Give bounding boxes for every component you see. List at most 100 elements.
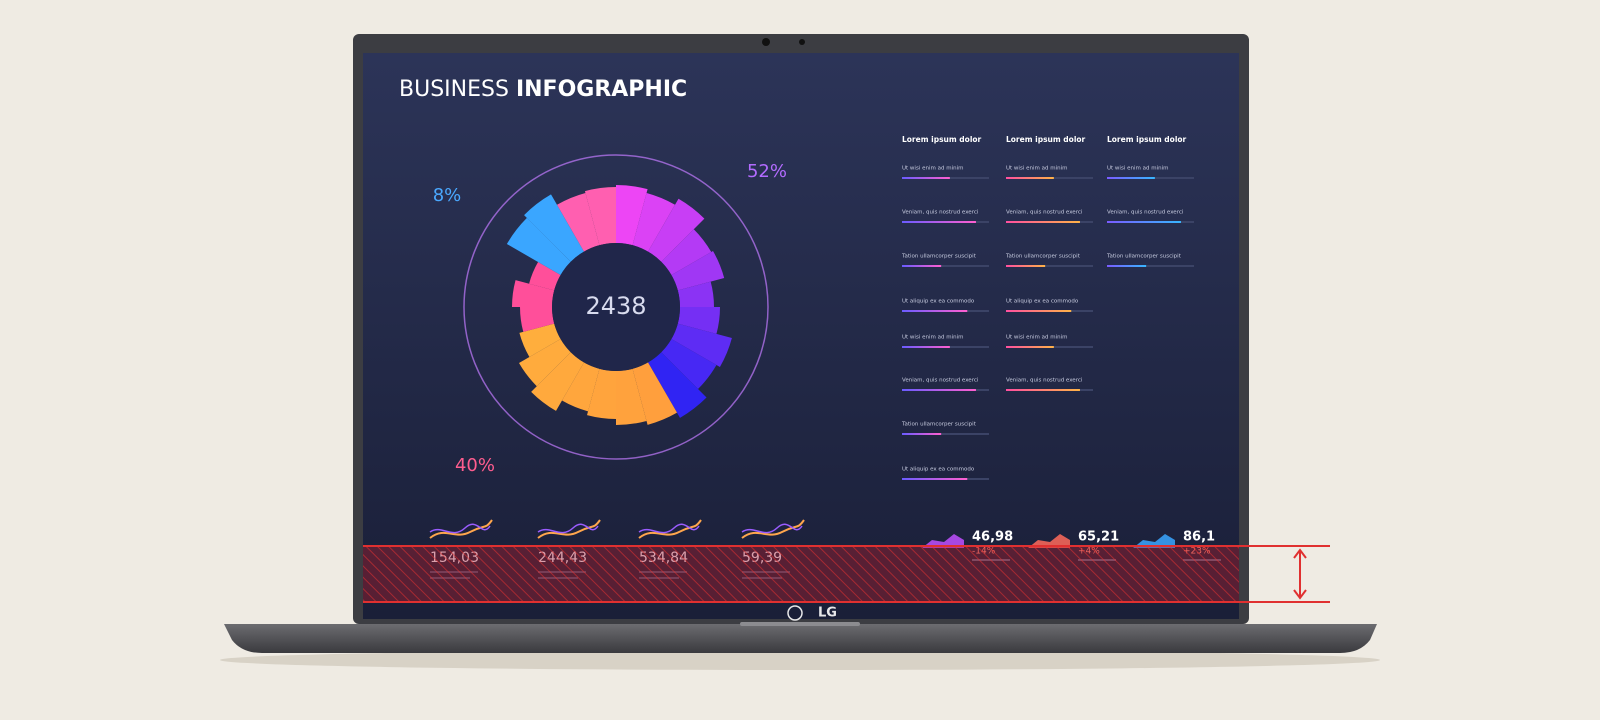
title-bold: INFOGRAPHIC [516,77,687,102]
progress-track [902,265,989,267]
sparkline [429,523,491,534]
list-item: Ut aliquip ex ea commodo [1006,299,1079,305]
sensor [799,39,805,45]
list-item: Ut wisi enim ad minim [902,166,963,172]
donut-wedge [661,229,712,275]
donut-wedge [632,362,677,425]
list-item: Ut wisi enim ad minim [902,335,963,341]
list-item: Ut wisi enim ad minim [1006,166,1067,172]
list-item: Ut aliquip ex ea commodo [902,467,975,473]
donut-wedge [616,368,647,425]
list-item: Tation ullamcorper suscipit [901,422,977,428]
list-item: Ut wisi enim ad minim [1107,166,1168,172]
list-item: Ut wisi enim ad minim [1006,335,1067,341]
list-item: Tation ullamcorper suscipit [1005,254,1081,260]
title: BUSINESS INFOGRAPHIC [399,77,687,102]
brand-logo: LG [818,606,837,621]
donut-wedge [648,198,705,262]
donut-wedge [648,352,707,418]
donut-wedge [671,251,725,291]
donut [506,185,732,425]
donut-wedge [519,339,571,387]
donut-label: 52% [747,161,787,182]
donut-wedge [587,368,616,419]
progress-fill [902,177,950,179]
column-heading: Lorem ipsum dolor [902,135,982,144]
donut-wedge [519,323,561,357]
shadow [220,650,1380,670]
progress-fill [902,221,976,223]
progress-fill [1006,177,1054,179]
progress-fill [902,310,968,312]
progress-fill [1006,346,1054,348]
progress-fill [902,389,976,391]
sparkline [429,519,493,539]
donut-wedge [616,185,648,246]
progress-fill [902,478,968,480]
column-heading: Lorem ipsum dolor [1107,135,1187,144]
list-item: Veniam, quis nostrud exerci [902,210,979,216]
progress-fill [902,346,950,348]
sparkline [638,523,700,534]
title-light: BUSINESS [399,77,509,102]
list-item: Veniam, quis nostrud exerci [1107,210,1184,216]
donut-wedge [584,187,616,246]
sparkline [537,519,601,539]
progress-fill [1006,310,1072,312]
progress-fill [1107,177,1155,179]
kpi-value: 46,98 [972,530,1013,545]
donut-wedge [506,217,571,275]
progress-track [902,433,989,435]
donut-wedge [524,194,584,262]
donut-wedge [562,362,600,412]
donut-hole [552,243,680,371]
laptop-base [224,624,1377,653]
list-item: Tation ullamcorper suscipit [1106,254,1182,260]
donut-wedge [671,323,732,367]
donut-wedge [531,352,584,411]
column-heading: Lorem ipsum dolor [1006,135,1086,144]
list-item: Ut aliquip ex ea commodo [902,299,975,305]
progress-track [1006,265,1093,267]
donut-wedge [512,280,555,307]
list-item: Tation ullamcorper suscipit [901,254,977,260]
mini-area [922,534,964,548]
progress-track [1107,265,1194,267]
sparkline [537,523,599,534]
mini-area [1028,534,1070,548]
camera [762,38,770,46]
sparkline [638,519,702,539]
donut-label: 40% [455,455,495,476]
ring [463,154,769,460]
highlight-area [363,546,1239,602]
donut-label: 8% [433,185,462,206]
height-arrow [1293,548,1307,600]
hinge-notch [740,622,860,626]
donut-wedge [632,193,675,252]
donut-wedge [677,281,714,307]
donut-wedge [677,307,720,334]
progress-fill [1006,265,1046,267]
list-item: Veniam, quis nostrud exerci [1006,210,1083,216]
sparkline [741,523,803,534]
progress-fill [1107,265,1147,267]
list-item: Veniam, quis nostrud exerci [902,378,979,384]
donut-wedge [557,193,600,252]
donut-wedge [529,262,561,291]
donut-center: 2438 [585,292,646,320]
brand-mark [787,605,803,621]
sparkline [741,519,805,539]
progress-fill [1107,221,1181,223]
progress-fill [1006,221,1080,223]
donut-wedge [661,339,717,390]
mini-area [1133,534,1175,548]
progress-fill [902,433,942,435]
kpi-value: 86,1 [1183,530,1215,545]
progress-fill [902,265,942,267]
list-columns: Lorem ipsum dolor Ut wisi enim ad minim Ve… [901,135,1194,480]
list-item: Veniam, quis nostrud exerci [1006,378,1083,384]
kpi-value: 65,21 [1078,530,1119,545]
progress-fill [1006,389,1080,391]
donut-wedge [520,307,555,332]
